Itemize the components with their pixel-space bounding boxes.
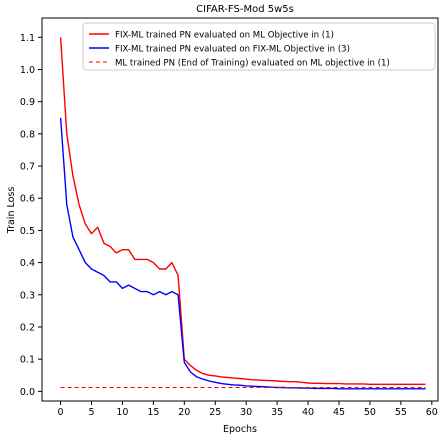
y-tick-label: 1.0: [20, 65, 35, 76]
series-layer: [59, 37, 426, 390]
x-tick-label: 25: [209, 407, 221, 418]
x-tick-label: 10: [116, 407, 128, 418]
y-tick-label: 0.5: [20, 226, 35, 237]
plot-frame: [41, 17, 439, 402]
legend: FIX-ML trained PN evaluated on ML Object…: [82, 22, 436, 71]
y-tick-label: 0.8: [20, 129, 35, 140]
y-axis-label: Train Loss: [6, 187, 17, 235]
legend-label: ML trained PN (End of Training) evaluate…: [115, 59, 390, 69]
chart-title: CIFAR-FS-Mod 5w5s: [196, 4, 294, 15]
y-tick-label: 0.6: [20, 194, 35, 205]
x-axis: 0 5 10 15 20 25 30 35 40 45 50 55 60: [58, 401, 438, 418]
x-tick-label: 0: [58, 407, 64, 418]
x-axis-label: Epochs: [223, 424, 257, 435]
y-tick-label: 0.9: [20, 97, 35, 108]
x-tick-label: 55: [395, 407, 407, 418]
x-tick-label: 50: [364, 407, 376, 418]
legend-label: FIX-ML trained PN evaluated on FIX-ML Ob…: [115, 45, 350, 55]
y-tick-label: 0.2: [20, 322, 35, 333]
series-line-0: [59, 37, 426, 385]
y-tick-label: 0.0: [20, 387, 35, 398]
series-line-1: [59, 117, 426, 390]
y-tick-label: 0.1: [20, 355, 35, 366]
x-tick-label: 15: [147, 407, 159, 418]
x-tick-label: 40: [302, 407, 314, 418]
x-tick-label: 5: [88, 407, 94, 418]
x-tick-label: 30: [240, 407, 252, 418]
y-tick-label: 0.3: [20, 290, 35, 301]
x-tick-label: 45: [333, 407, 345, 418]
legend-label: FIX-ML trained PN evaluated on ML Object…: [115, 31, 334, 41]
x-tick-label: 20: [178, 407, 190, 418]
y-axis: 0.0 0.1 0.2 0.3 0.4 0.5 0.6 0.7 0.8 0.9 1.0 1.1: [20, 33, 42, 398]
y-tick-label: 0.4: [20, 258, 35, 269]
x-tick-label: 35: [271, 407, 283, 418]
x-tick-label: 60: [426, 407, 438, 418]
y-tick-label: 1.1: [20, 33, 35, 44]
y-tick-label: 0.7: [20, 162, 35, 173]
legend-box: [82, 22, 436, 71]
